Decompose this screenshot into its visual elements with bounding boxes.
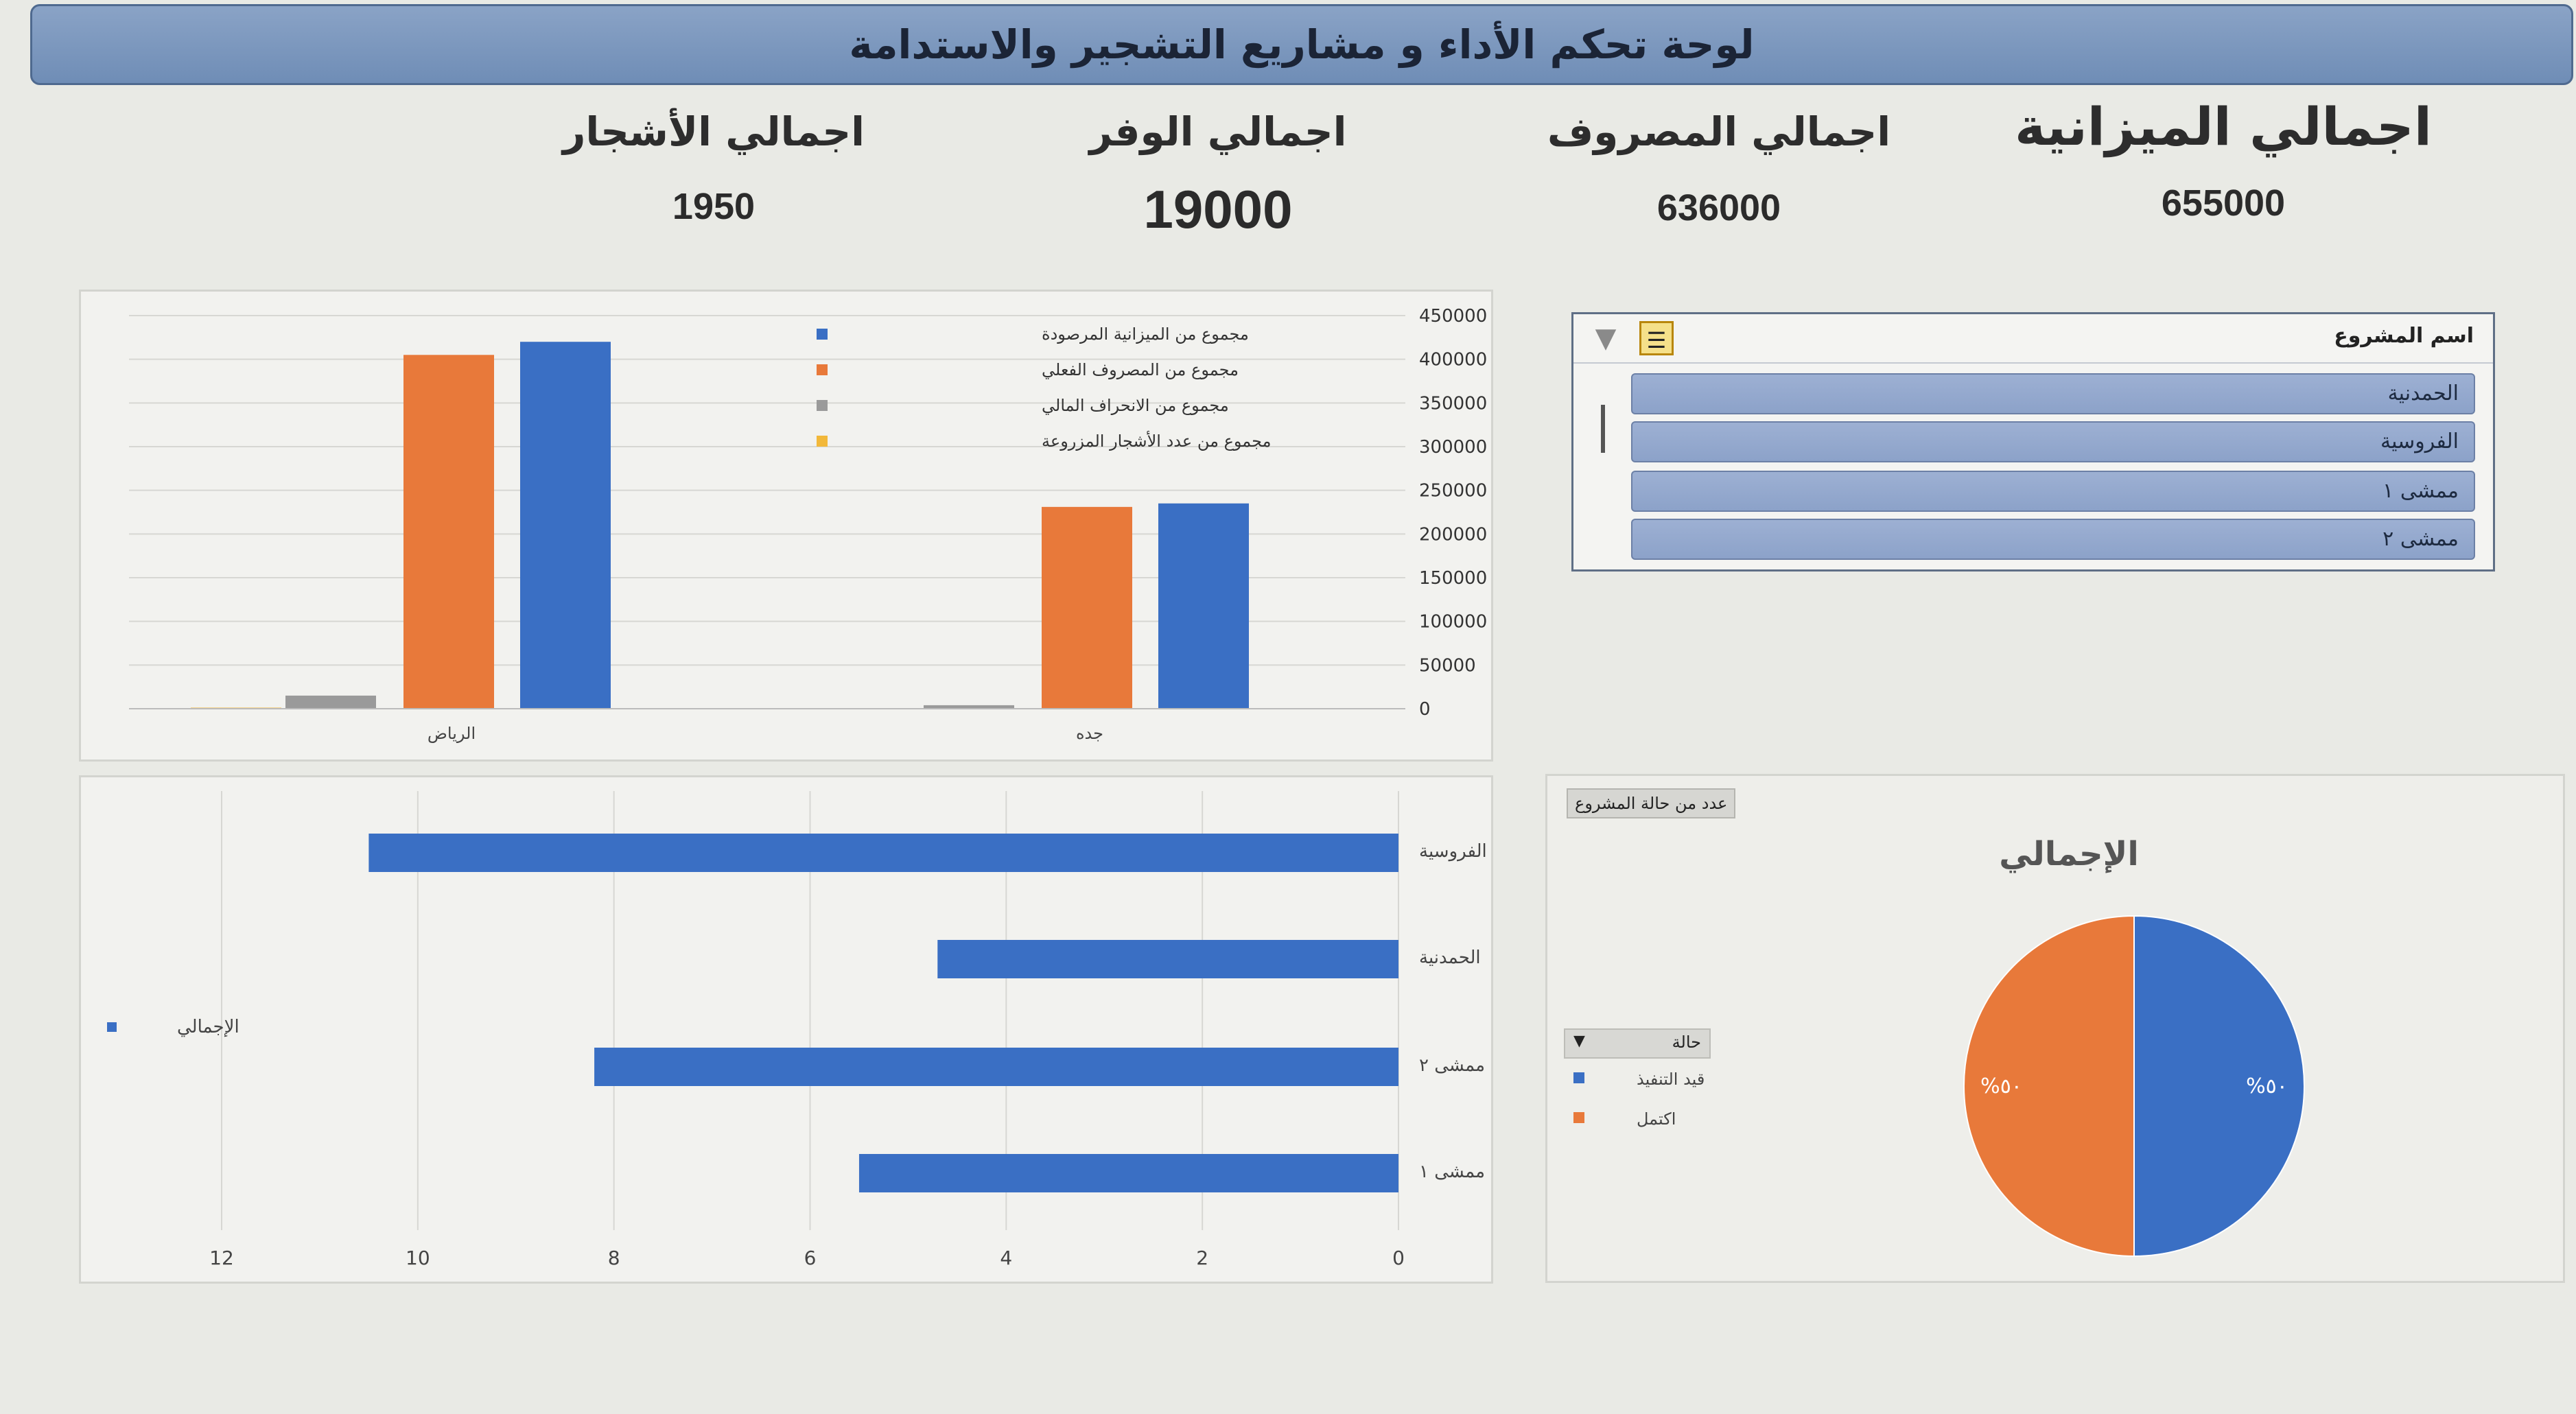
kpi-spent-label: اجمالي المصروف [1547, 108, 1891, 155]
pie-legend-header[interactable]: حالة ▼ [1564, 1028, 1711, 1059]
pie-legend-label: اكتمل [1637, 1109, 1676, 1129]
kpi-trees-value: 1950 [672, 186, 756, 227]
col-y-tick-label: 250000 [1419, 481, 1487, 502]
multi-select-icon[interactable]: ☰ [1639, 321, 1674, 355]
kpi-budget-label: اجمالي الميزانية [2015, 96, 2432, 157]
kpi-budget: اجمالي الميزانية 655000 [1942, 96, 2505, 224]
col-legend-label: مجموع من الانحراف المالي [1042, 396, 1229, 415]
col-legend-label: مجموع من عدد الأشجار المزروعة [1042, 431, 1272, 451]
pie-legend-swatch [1573, 1112, 1584, 1123]
bar-x-tick-label: 6 [804, 1247, 817, 1269]
bar-legend-label: الإجمالي [177, 1017, 239, 1037]
slicer-title: اسم المشروع [2334, 324, 2474, 348]
col-y-tick-label: 350000 [1419, 393, 1487, 414]
col-y-tick-label: 150000 [1419, 568, 1487, 589]
bar-x-tick-label: 10 [406, 1247, 430, 1269]
bar-legend-swatch [107, 1022, 117, 1032]
pie-legend-swatch [1573, 1072, 1584, 1083]
kpi-spent: اجمالي المصروف 636000 [1438, 108, 2000, 229]
bar-category-label: ممشى ١ [1419, 1162, 1485, 1182]
col-legend-label: مجموع من الميزانية المرصودة [1042, 325, 1249, 344]
pie-legend-label: قيد التنفيذ [1637, 1070, 1705, 1089]
bar-x-tick-label: 12 [209, 1247, 234, 1269]
kpi-budget-value: 655000 [2161, 182, 2286, 224]
slicer-scrollbar[interactable] [1601, 405, 1605, 453]
col-y-tick-label: 50000 [1419, 655, 1476, 676]
bar-category-label: ممشى ٢ [1419, 1055, 1485, 1076]
col-bar[interactable] [924, 705, 1014, 709]
column-chart-panel: 0 50000 100000 150000 200000 250000 300000 3500… [79, 290, 1493, 762]
bar-chart-panel: 0 2 4 6 8 10 12 الفروسية الحمدنية ممشى ٢ ممشى ١ الإ… [79, 775, 1493, 1284]
bar-category-label: الفروسية [1419, 841, 1487, 862]
bar-x-tick-label: 4 [1000, 1247, 1012, 1269]
pie-legend-header-label: حالة [1672, 1033, 1701, 1052]
project-slicer[interactable]: اسم المشروع ☰ ▼ الحمدنية الفروسية ممشى ١… [1571, 312, 2495, 572]
hbar[interactable] [368, 834, 1398, 872]
bar-chart: 0 2 4 6 8 10 12 الفروسية الحمدنية ممشى ٢ ممشى ١ الإ… [107, 791, 1487, 1269]
col-bar[interactable] [403, 355, 494, 709]
col-bar[interactable] [520, 342, 611, 709]
col-y-tick-label: 450000 [1419, 306, 1487, 327]
kpi-savings-value: 19000 [1143, 179, 1293, 239]
bar-x-tick-label: 8 [608, 1247, 620, 1269]
slicer-item-walkway-2[interactable]: ممشى ٢ [1631, 519, 2475, 560]
kpi-spent-value: 636000 [1656, 187, 1781, 228]
slicer-item-hamdaniya[interactable]: الحمدنية [1631, 373, 2475, 414]
pie-data-label: %٥٠ [1980, 1074, 2022, 1098]
hbar[interactable] [858, 1154, 1398, 1192]
pie-field-button[interactable]: عدد من حالة المشروع [1567, 788, 1736, 818]
slicer-item-furusiya[interactable]: الفروسية [1631, 421, 2475, 462]
kpi-trees-label: اجمالي الأشجار [562, 108, 865, 155]
bar-x-tick-label: 2 [1196, 1247, 1208, 1269]
bar-category-label: الحمدنية [1419, 947, 1481, 968]
col-legend-swatch [817, 436, 828, 447]
slicer-header: اسم المشروع ☰ ▼ [1573, 314, 2493, 364]
col-legend-swatch [817, 329, 828, 340]
col-y-tick-label: 400000 [1419, 350, 1487, 370]
column-chart: 0 50000 100000 150000 200000 250000 300000 3500… [129, 306, 1487, 743]
col-x-tick-label: الرياض [428, 724, 476, 743]
col-y-tick-label: 0 [1419, 699, 1431, 720]
pie-data-label: %٥٠ [2246, 1074, 2288, 1098]
col-bar[interactable] [1042, 506, 1132, 709]
col-y-tick-label: 100000 [1419, 612, 1487, 633]
dropdown-icon[interactable]: ▼ [1573, 1033, 1585, 1050]
col-bar[interactable] [1158, 503, 1249, 709]
bar-x-tick-label: 0 [1392, 1247, 1405, 1269]
pie-chart: الإجمالي %٥٠ %٥٠ قيد التنفيذ اكتمل [1573, 835, 2305, 1258]
kpi-savings-label: اجمالي الوفر [1089, 108, 1347, 155]
col-y-tick-label: 200000 [1419, 524, 1487, 545]
col-legend-label: مجموع من المصروف الفعلي [1042, 360, 1239, 379]
hbar[interactable] [594, 1048, 1399, 1086]
hbar[interactable] [937, 940, 1398, 978]
col-y-tick-label: 300000 [1419, 437, 1487, 458]
col-bar[interactable] [285, 695, 376, 709]
pie-chart-panel: عدد من حالة المشروع حالة ▼ الإجمالي %٥٠ %٥… [1545, 774, 2565, 1283]
clear-filter-icon[interactable]: ▼ [1595, 322, 1617, 354]
col-legend-swatch [817, 400, 828, 411]
col-x-tick-label: جده [1076, 724, 1103, 743]
pie-title: الإجمالي [1999, 835, 2139, 873]
slicer-item-walkway-1[interactable]: ممشى ١ [1631, 471, 2475, 512]
pie-slice[interactable] [2133, 915, 2305, 1258]
kpi-trees: اجمالي الأشجار 1950 [432, 108, 995, 228]
dashboard-title-bar: لوحة تحكم الأداء و مشاريع التشجير والاست… [30, 4, 2573, 85]
kpi-savings: اجمالي الوفر 19000 [937, 108, 1499, 241]
col-legend-swatch [817, 364, 828, 375]
pie-slice[interactable] [1963, 915, 2135, 1258]
dashboard-title: لوحة تحكم الأداء و مشاريع التشجير والاست… [849, 21, 1755, 68]
